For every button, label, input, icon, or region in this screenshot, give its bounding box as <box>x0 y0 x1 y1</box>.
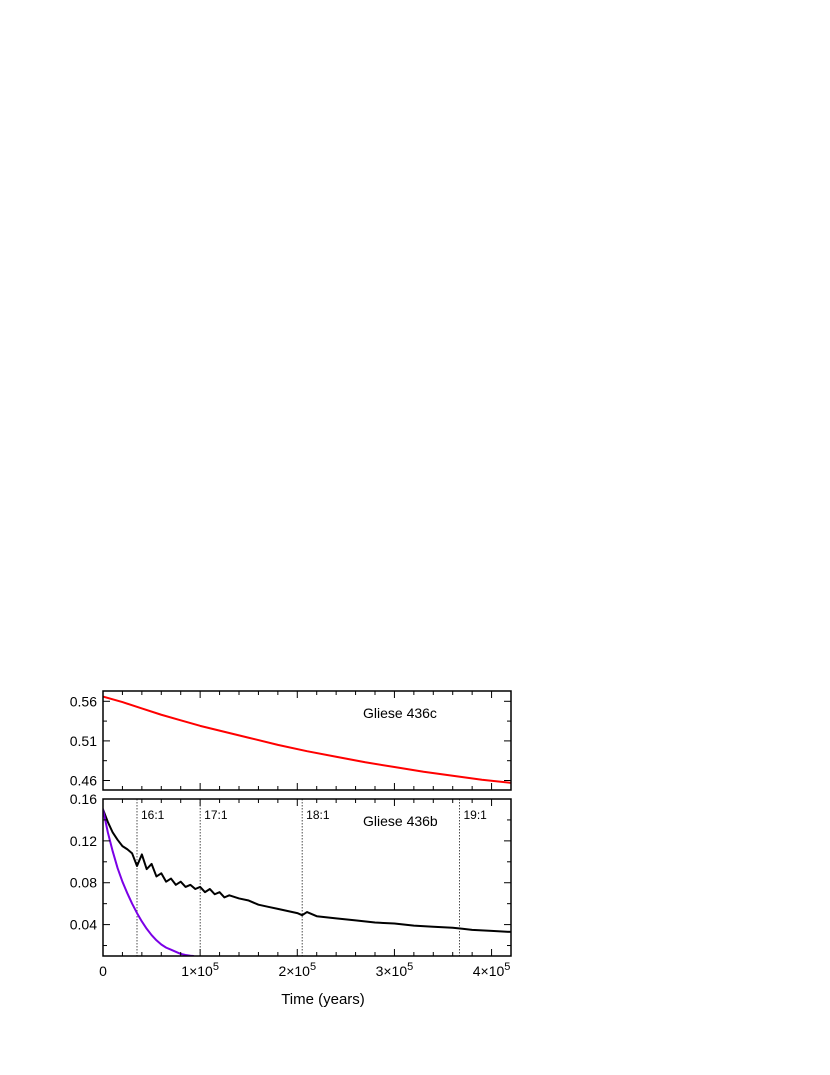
top-panel-label: Gliese 436c <box>363 705 437 721</box>
bottom-series-layer <box>103 808 511 956</box>
xtick-mantissa: 1×10 <box>181 963 213 979</box>
top-plot-frame <box>102 690 512 791</box>
resonance-label: 16:1 <box>141 808 165 822</box>
resonance-label: 19:1 <box>464 808 488 822</box>
top-series-layer <box>103 695 511 784</box>
xtick-label: 4×105 <box>473 961 511 979</box>
xtick-mantissa: 4×10 <box>473 963 505 979</box>
bottom-panel-label: Gliese 436b <box>363 813 438 829</box>
top-series-line-0 <box>103 695 511 784</box>
bottom-series-line-0 <box>103 808 511 933</box>
xtick-mantissa: 2×10 <box>278 963 310 979</box>
top-ytick-label: 0.56 <box>70 693 97 709</box>
bottom-series-line-1 <box>103 808 195 956</box>
top-ticks: 0.46 0.51 0.56 <box>70 691 512 790</box>
top-ytick-label: 0.51 <box>70 733 97 749</box>
bottom-ytick-label: 0.04 <box>70 917 97 933</box>
x-axis-title: Time (years) <box>281 991 365 1008</box>
bottom-ytick-label: 0.08 <box>70 875 97 891</box>
xtick-exponent: 5 <box>213 961 219 973</box>
bottom-ytick-label: 0.16 <box>70 791 97 807</box>
top-panel: 0.46 0.51 0.56 Gliese 436c <box>70 690 512 791</box>
resonance-label: 17:1 <box>204 808 228 822</box>
xtick-label: 0 <box>99 963 107 979</box>
resonance-lines: 16:1 17:1 18:1 19:1 <box>136 799 488 956</box>
xtick-mantissa: 3×10 <box>376 963 408 979</box>
bottom-panel: 16:1 17:1 18:1 19:1 0.040.080.120.160 1×105 2… <box>70 791 512 979</box>
resonance-label: 18:1 <box>306 808 330 822</box>
xtick-exponent: 5 <box>310 961 316 973</box>
xtick-label: 1×105 <box>181 961 219 979</box>
bottom-ytick-label: 0.12 <box>70 833 97 849</box>
xtick-mantissa: 0 <box>99 963 107 979</box>
top-ytick-label: 0.46 <box>70 772 97 788</box>
bottom-plot-frame <box>102 798 512 957</box>
xtick-exponent: 5 <box>407 961 413 973</box>
xtick-exponent: 5 <box>504 961 510 973</box>
xtick-label: 3×105 <box>376 961 414 979</box>
xtick-label: 2×105 <box>278 961 316 979</box>
bottom-ticks: 0.040.080.120.160 1×105 2×105 3×105 4×105 <box>70 791 512 979</box>
